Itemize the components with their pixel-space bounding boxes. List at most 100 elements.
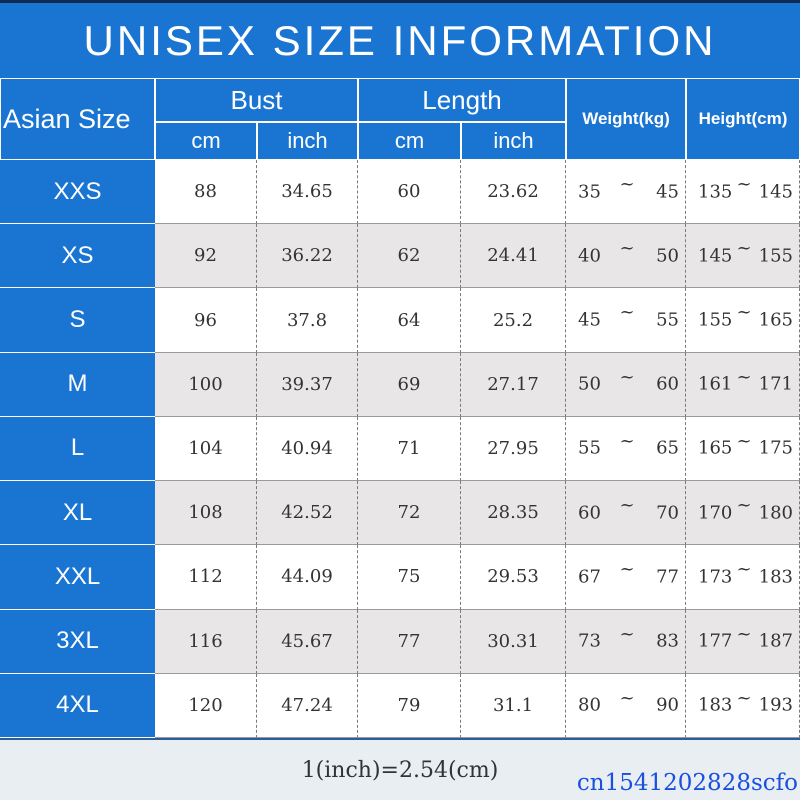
weight-min: 73: [578, 630, 601, 652]
length-cm: 72: [358, 481, 461, 546]
weight-min: 80: [578, 694, 601, 716]
height-range: 170 ~180: [686, 481, 800, 546]
watermark: cn1541202828scfo: [576, 770, 798, 796]
length-cm: 69: [358, 352, 461, 417]
size-label: XXL: [0, 545, 155, 610]
length-cm: 62: [358, 224, 461, 289]
group-header: Bust: [155, 78, 358, 122]
size-header: Asian Size: [0, 78, 155, 160]
length-cm: 71: [358, 416, 461, 482]
length-inch: 24.41: [461, 224, 566, 289]
height-min: 155: [698, 309, 733, 331]
weight-min: 35: [578, 181, 601, 203]
bust-cm: 100: [155, 352, 257, 417]
height-max: 187: [758, 630, 793, 652]
size-label: 3XL: [0, 609, 155, 674]
height-min: 183: [698, 694, 733, 716]
length-cm: 75: [358, 545, 461, 610]
height-min: 170: [698, 502, 733, 524]
range-separator: ~: [736, 366, 752, 388]
weight-min: 60: [578, 502, 601, 524]
weight-range: 55 ~65: [566, 416, 686, 482]
weight-max: 70: [656, 502, 679, 524]
height-max: 171: [758, 373, 793, 395]
height-min: 161: [698, 373, 733, 395]
range-separator: ~: [619, 301, 635, 323]
length-cm: 77: [358, 609, 461, 674]
range-separator: ~: [619, 494, 635, 516]
size-label: XXS: [0, 160, 155, 225]
bust-cm: 116: [155, 609, 257, 674]
bust-cm: 112: [155, 545, 257, 610]
bust-cm: 92: [155, 224, 257, 289]
length-inch: 25.2: [461, 288, 566, 353]
weight-range: 80 ~90: [566, 673, 686, 738]
height-max: 145: [758, 181, 793, 203]
height-range: 145 ~155: [686, 224, 800, 289]
weight-range: 45 ~55: [566, 288, 686, 353]
unit-header: inch: [257, 122, 358, 160]
size-label: S: [0, 288, 155, 353]
height-range: 173 ~183: [686, 545, 800, 610]
range-separator: ~: [619, 623, 635, 645]
weight-header: Weight(kg): [566, 78, 686, 160]
height-max: 193: [758, 694, 793, 716]
weight-max: 65: [656, 437, 679, 459]
height-min: 135: [698, 181, 733, 203]
weight-max: 90: [656, 694, 679, 716]
unit-header: cm: [358, 122, 461, 160]
height-range: 165 ~175: [686, 416, 800, 482]
bust-inch: 47.24: [257, 673, 358, 738]
height-max: 175: [758, 437, 793, 459]
weight-max: 83: [656, 630, 679, 652]
weight-range: 73 ~83: [566, 609, 686, 674]
weight-min: 45: [578, 309, 601, 331]
range-separator: ~: [736, 687, 752, 709]
group-header: Length: [358, 78, 566, 122]
size-label: M: [0, 352, 155, 417]
weight-max: 60: [656, 373, 679, 395]
bust-inch: 34.65: [257, 160, 358, 225]
weight-min: 55: [578, 437, 601, 459]
height-max: 180: [758, 502, 793, 524]
size-label: 4XL: [0, 673, 155, 738]
weight-range: 35 ~45: [566, 160, 686, 225]
bust-cm: 108: [155, 481, 257, 546]
bust-cm: 96: [155, 288, 257, 353]
height-min: 177: [698, 630, 733, 652]
weight-max: 50: [656, 245, 679, 267]
range-separator: ~: [736, 173, 752, 195]
range-separator: ~: [619, 558, 635, 580]
length-inch: 30.31: [461, 609, 566, 674]
range-separator: ~: [736, 430, 752, 452]
bust-inch: 37.8: [257, 288, 358, 353]
size-label: XS: [0, 224, 155, 289]
height-max: 165: [758, 309, 793, 331]
height-header: Height(cm): [686, 78, 800, 160]
length-inch: 23.62: [461, 160, 566, 225]
bust-inch: 44.09: [257, 545, 358, 610]
bust-cm: 120: [155, 673, 257, 738]
range-separator: ~: [619, 237, 635, 259]
bust-cm: 88: [155, 160, 257, 225]
length-inch: 31.1: [461, 673, 566, 738]
length-inch: 28.35: [461, 481, 566, 546]
weight-min: 40: [578, 245, 601, 267]
range-separator: ~: [736, 237, 752, 259]
range-separator: ~: [736, 301, 752, 323]
weight-max: 55: [656, 309, 679, 331]
bust-inch: 39.37: [257, 352, 358, 417]
weight-max: 45: [656, 181, 679, 203]
length-cm: 60: [358, 160, 461, 225]
height-range: 155 ~165: [686, 288, 800, 353]
bust-inch: 40.94: [257, 416, 358, 482]
length-inch: 27.17: [461, 352, 566, 417]
height-range: 135 ~145: [686, 160, 800, 225]
title: UNISEX SIZE INFORMATION: [0, 0, 800, 78]
weight-range: 60 ~70: [566, 481, 686, 546]
height-min: 173: [698, 566, 733, 588]
unit-header: inch: [461, 122, 566, 160]
range-separator: ~: [619, 173, 635, 195]
range-separator: ~: [619, 430, 635, 452]
